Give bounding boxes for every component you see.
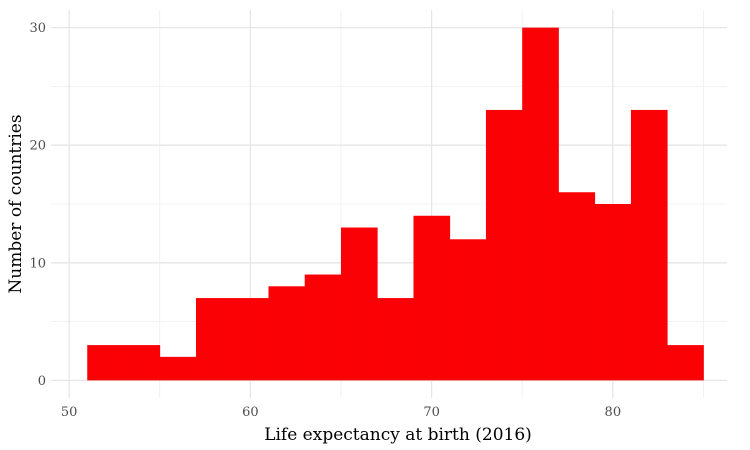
x-tick-label: 70 xyxy=(423,405,440,420)
histogram-bar xyxy=(594,204,632,381)
y-tick-label: 0 xyxy=(38,374,46,389)
histogram-bar xyxy=(377,298,414,381)
histogram-bar xyxy=(630,109,668,381)
histogram-bar xyxy=(159,356,197,381)
histogram-bar xyxy=(232,298,269,381)
histogram-bar xyxy=(449,239,487,381)
x-tick-label: 50 xyxy=(61,405,78,420)
histogram-bar xyxy=(340,227,378,381)
y-tick-label: 20 xyxy=(29,139,46,154)
histogram-bar xyxy=(413,215,451,381)
histogram-bar xyxy=(558,192,596,381)
y-tick-labels: 0 10 20 30 xyxy=(29,21,46,389)
x-tick-label: 60 xyxy=(242,405,259,420)
histogram-bar xyxy=(195,298,233,381)
histogram-bar xyxy=(268,286,306,381)
histogram-bar xyxy=(304,274,342,381)
y-tick-label: 30 xyxy=(29,21,46,36)
x-axis-title: Life expectancy at birth (2016) xyxy=(264,425,532,445)
histogram-bar xyxy=(522,27,559,381)
y-axis-title: Number of countries xyxy=(6,114,26,293)
x-tick-label: 80 xyxy=(605,405,622,420)
histogram-bar xyxy=(485,109,523,381)
x-tick-labels: 50 60 70 80 xyxy=(61,405,621,420)
histogram-bar xyxy=(87,345,124,381)
y-tick-label: 10 xyxy=(29,256,46,271)
histogram-bar xyxy=(123,345,161,381)
histogram-bar xyxy=(667,345,704,381)
bars xyxy=(87,27,704,381)
